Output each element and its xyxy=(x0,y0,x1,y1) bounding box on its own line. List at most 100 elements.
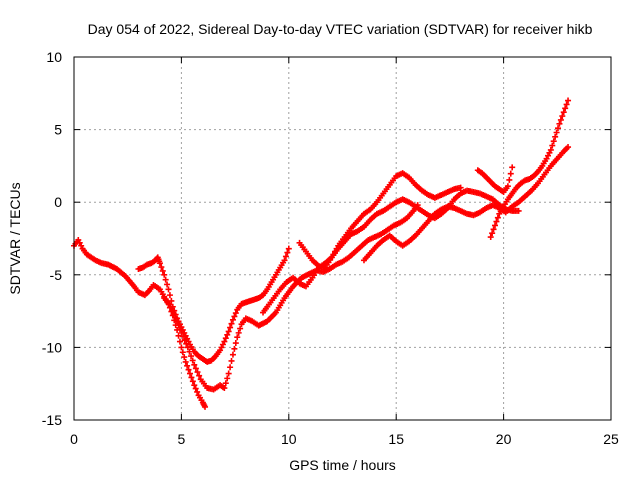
series-track-5 xyxy=(296,187,522,271)
data-point xyxy=(189,378,196,385)
data-point xyxy=(191,382,198,389)
data-point xyxy=(196,372,203,379)
data-point xyxy=(493,218,500,225)
data-point xyxy=(565,144,572,151)
data-point xyxy=(562,105,569,112)
series-track-7 xyxy=(487,97,572,241)
y-tick-label: 5 xyxy=(54,122,62,138)
data-point xyxy=(165,286,172,293)
data-point xyxy=(221,385,228,392)
data-point xyxy=(222,335,229,342)
data-point xyxy=(188,374,195,381)
data-point xyxy=(229,316,236,323)
data-point xyxy=(222,380,229,387)
data-point xyxy=(182,358,189,365)
data-point xyxy=(184,344,191,351)
data-point xyxy=(172,314,179,321)
data-point xyxy=(174,326,181,333)
data-point xyxy=(235,329,242,336)
series-track-2 xyxy=(135,245,292,365)
data-point xyxy=(281,257,288,264)
data-point xyxy=(457,184,464,191)
data-point xyxy=(202,403,209,410)
data-point xyxy=(231,313,238,320)
data-point xyxy=(178,329,185,336)
data-point xyxy=(164,281,171,288)
data-point xyxy=(181,354,188,361)
data-point xyxy=(507,170,514,177)
data-point xyxy=(237,325,244,332)
data-point xyxy=(284,249,291,256)
series-track-8 xyxy=(474,164,516,196)
data-point xyxy=(178,344,185,351)
data-point xyxy=(166,292,173,299)
x-tick-label: 20 xyxy=(496,431,512,447)
data-point xyxy=(559,113,566,120)
data-point xyxy=(231,345,238,352)
data-point xyxy=(159,267,166,274)
chart-title: Day 054 of 2022, Sidereal Day-to-day VTE… xyxy=(88,21,593,37)
data-point xyxy=(174,318,181,325)
data-point xyxy=(192,365,199,372)
data-point xyxy=(221,338,228,345)
data-point xyxy=(184,362,191,369)
x-tick-label: 10 xyxy=(281,431,297,447)
data-point xyxy=(161,271,168,278)
data-point xyxy=(162,276,169,283)
data-point xyxy=(170,311,177,318)
data-point xyxy=(489,230,496,237)
y-tick-label: -15 xyxy=(42,412,62,428)
data-point xyxy=(560,109,567,116)
data-point xyxy=(228,320,235,327)
data-point xyxy=(186,348,193,355)
data-point xyxy=(225,328,232,335)
data-point xyxy=(176,338,183,345)
data-point xyxy=(194,388,201,395)
data-point xyxy=(224,331,231,338)
y-axis-label: SDTVAR / TECUs xyxy=(7,182,23,294)
series-track-1 xyxy=(71,236,209,410)
data-point xyxy=(550,138,557,145)
data-point xyxy=(183,340,190,347)
data-point xyxy=(556,120,563,127)
data-point xyxy=(227,364,234,371)
data-point xyxy=(194,369,201,376)
data-point xyxy=(227,324,234,331)
data-point xyxy=(224,375,231,382)
data-point xyxy=(490,226,497,233)
data-point xyxy=(232,340,239,347)
data-point xyxy=(553,129,560,136)
x-tick-label: 15 xyxy=(388,431,404,447)
series-track-6 xyxy=(360,144,572,264)
data-point xyxy=(285,245,292,252)
x-tick-label: 0 xyxy=(70,431,78,447)
x-tick-label: 5 xyxy=(178,431,186,447)
x-axis-label: GPS time / hours xyxy=(289,457,396,473)
data-point xyxy=(547,146,554,153)
y-tick-label: 0 xyxy=(54,194,62,210)
data-point xyxy=(234,334,241,341)
data-point xyxy=(549,142,556,149)
data-point xyxy=(168,297,175,304)
data-point xyxy=(167,303,174,310)
data-point xyxy=(185,366,192,373)
data-point xyxy=(189,357,196,364)
data-point xyxy=(228,357,235,364)
data-point xyxy=(492,222,499,229)
data-point xyxy=(180,333,187,340)
y-tick-label: -10 xyxy=(42,339,62,355)
data-points xyxy=(71,97,572,410)
series-track-4 xyxy=(260,170,464,316)
data-point xyxy=(156,260,163,267)
data-point xyxy=(504,183,511,190)
data-point xyxy=(515,207,522,214)
data-point xyxy=(555,125,562,132)
data-point xyxy=(158,264,165,271)
data-point xyxy=(232,310,239,317)
data-point xyxy=(494,214,501,221)
data-point xyxy=(186,370,193,377)
data-point xyxy=(552,133,559,140)
x-tick-label: 25 xyxy=(603,431,619,447)
plot-frame xyxy=(73,56,612,421)
